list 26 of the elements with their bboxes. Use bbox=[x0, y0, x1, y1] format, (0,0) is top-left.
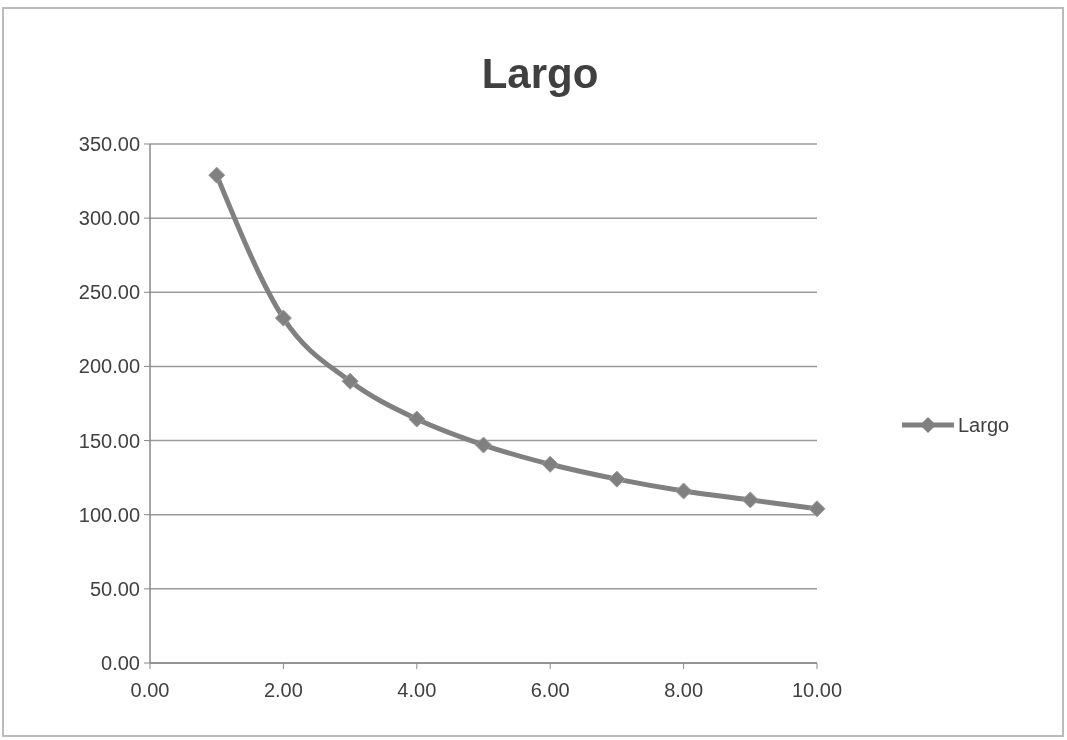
legend-label: Largo bbox=[958, 414, 1010, 436]
point bbox=[741, 491, 759, 509]
x-tick-label: 10.00 bbox=[791, 679, 843, 701]
chart-title: Largo bbox=[481, 50, 599, 97]
point bbox=[274, 309, 292, 327]
y-tick-label: 100.00 bbox=[78, 503, 140, 526]
x-tick-label: 4.00 bbox=[397, 679, 437, 701]
y-tick-label: 300.00 bbox=[78, 207, 140, 230]
point bbox=[808, 500, 826, 518]
x-tick-label: 8.00 bbox=[664, 679, 704, 701]
point bbox=[408, 410, 426, 428]
y-tick-label: 0.00 bbox=[101, 652, 140, 674]
y-tick-label: 200.00 bbox=[78, 355, 140, 378]
x-tick-label: 2.00 bbox=[263, 679, 303, 701]
point bbox=[475, 436, 492, 454]
x-tick-label: 6.00 bbox=[530, 679, 570, 701]
point bbox=[675, 482, 693, 500]
y-tick-label: 150.00 bbox=[78, 429, 140, 452]
point bbox=[341, 372, 359, 390]
y-tick-label: 350.00 bbox=[78, 133, 140, 155]
y-tick-label: 50.00 bbox=[89, 577, 140, 600]
x-tick-label: 0.00 bbox=[130, 679, 170, 701]
point bbox=[608, 470, 626, 488]
point bbox=[208, 166, 226, 184]
point bbox=[541, 455, 559, 473]
y-tick-label: 250.00 bbox=[78, 281, 140, 304]
